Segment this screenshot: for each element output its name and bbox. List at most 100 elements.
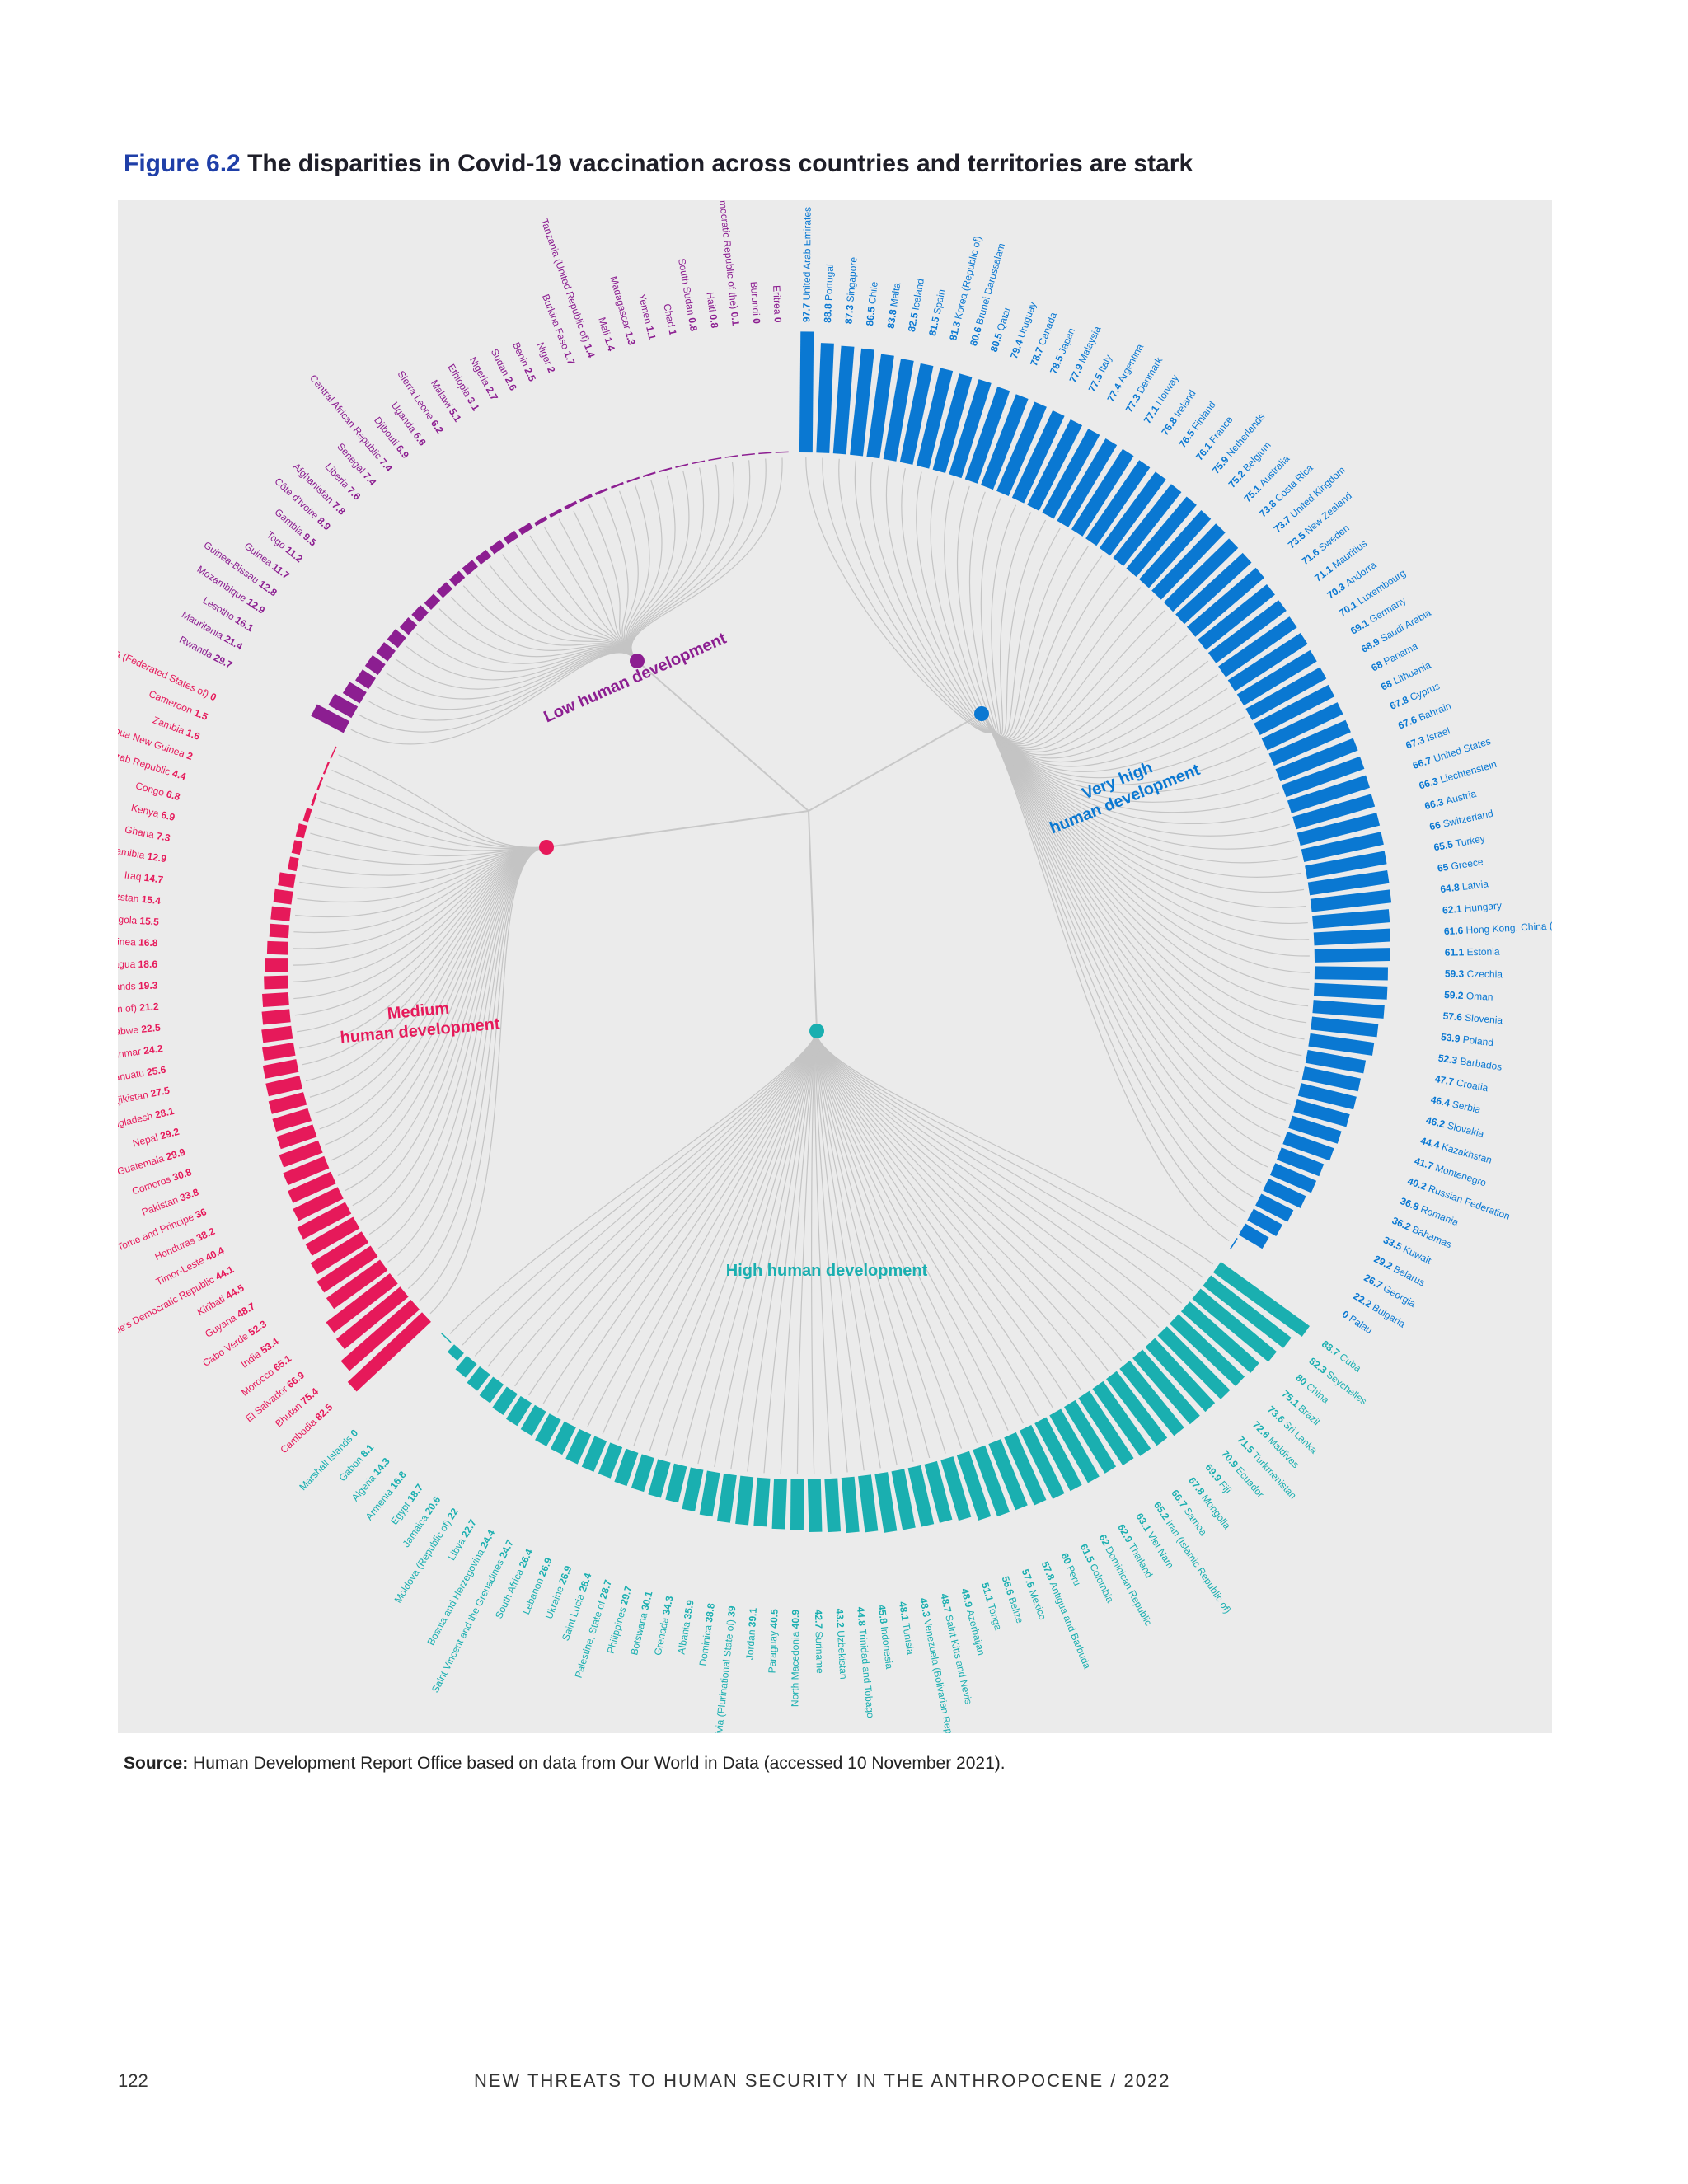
country-value: 41.7 (1413, 1155, 1437, 1173)
bar (699, 1470, 720, 1517)
bar (1151, 523, 1226, 600)
country-name: Ghana (124, 823, 157, 841)
link-line (816, 1030, 1214, 1265)
bar (1092, 1380, 1151, 1456)
link-line (406, 645, 638, 681)
bar (297, 1202, 352, 1240)
country-value: 27.5 (149, 1085, 171, 1099)
bar (293, 1187, 344, 1221)
link-line (838, 458, 991, 733)
link-line (816, 1030, 1109, 1372)
link-line (543, 527, 638, 662)
country-label: Jordan 39.1 (744, 1607, 760, 1661)
country-label: 46.4 Serbia (1430, 1094, 1482, 1116)
country-value: 33.8 (178, 1186, 200, 1203)
country-name: Indonesia (879, 1626, 895, 1671)
country-label: Equatorial Guinea 16.8 (118, 934, 158, 949)
country-name: Namibia (118, 844, 148, 862)
figure-title: Figure 6.2 The disparities in Covid-19 v… (124, 150, 1193, 178)
bar (387, 629, 406, 649)
link-line (628, 467, 705, 662)
bar (866, 354, 894, 459)
link-line (314, 846, 547, 1114)
country-value: 0.8 (686, 316, 700, 332)
bar (964, 387, 1010, 484)
bar (807, 1479, 823, 1533)
link-line (542, 1030, 818, 1404)
link-line (815, 1030, 848, 1473)
country-value: 24.4 (478, 1528, 498, 1550)
country-name: Georgia (1381, 1282, 1418, 1310)
country-label: Zambia 1.6 (151, 715, 201, 743)
bar (1314, 948, 1390, 963)
country-label: 48.1 Tunisia (897, 1601, 917, 1656)
link-line (981, 635, 1188, 751)
country-value: 22.7 (459, 1517, 479, 1540)
country-label: Côte d'Ivoire 8.9 (272, 476, 333, 533)
country-label: Burundi 0 (748, 281, 762, 325)
bar (1313, 928, 1390, 946)
country-label: Zimbabwe 22.5 (118, 1022, 162, 1040)
link-line (345, 846, 547, 1192)
link-line (981, 713, 1296, 1090)
country-name: Tanzania (United Republic of) (538, 218, 593, 347)
bar (1288, 1115, 1342, 1144)
link-line (462, 585, 638, 662)
bar (424, 593, 441, 611)
country-name: Brazil (1296, 1403, 1322, 1427)
country-name: Solomon Islands (118, 980, 138, 994)
bar (1169, 1314, 1245, 1386)
bar (1139, 509, 1212, 588)
bar (266, 940, 288, 955)
country-value: 18.6 (138, 958, 158, 970)
bar (956, 1451, 992, 1521)
country-value: 59.2 (1444, 989, 1466, 1001)
bar (816, 343, 834, 453)
country-name: Malawi (429, 378, 457, 413)
bar (675, 463, 689, 468)
country-name: Madagascar (607, 275, 634, 334)
country-value: 0 (751, 318, 762, 325)
link-line (476, 574, 638, 662)
bar (506, 1395, 532, 1427)
link-line (416, 632, 638, 673)
bar (771, 1479, 787, 1530)
country-name: Guinea (242, 540, 277, 570)
country-name: Jordan (744, 1627, 758, 1661)
link-line (981, 537, 1075, 738)
bar (1263, 1179, 1306, 1208)
link-line (450, 596, 638, 662)
link-line (816, 1030, 1082, 1391)
link-line (418, 846, 547, 1302)
link-line (815, 1030, 898, 1466)
bar (594, 487, 608, 495)
country-value: 1.4 (603, 336, 617, 353)
link-line (325, 785, 547, 849)
link-line (816, 1030, 1024, 1424)
country-label: 40.2 Russian Federation (1406, 1175, 1512, 1222)
country-name: Zambia (151, 715, 189, 738)
bar (283, 1155, 330, 1186)
country-label: 82.5 Iceland (906, 278, 926, 333)
country-name: Chad (661, 302, 678, 330)
country-label: Yemen 1.1 (636, 293, 659, 341)
country-name: Romania (1419, 1203, 1461, 1229)
country-name: Tunisia (900, 1623, 917, 1656)
country-name: Slovenia (1465, 1012, 1503, 1027)
country-name: Switzerland (1442, 808, 1494, 830)
country-label: Grenada 34.3 (652, 1595, 676, 1657)
country-value: 12.9 (147, 851, 168, 865)
link-line (981, 713, 1230, 1241)
country-name: Lebanon (520, 1573, 546, 1616)
bar (1301, 832, 1384, 863)
bar (1218, 616, 1297, 677)
country-label: Vanuatu 25.6 (118, 1064, 167, 1085)
country-name: Hungary (1464, 900, 1502, 915)
country-name: Saint Lucia (560, 1590, 588, 1643)
bar (265, 1076, 302, 1097)
link-line (502, 554, 638, 662)
bar (735, 1475, 754, 1526)
bar (1212, 1261, 1311, 1337)
bar (682, 1467, 704, 1512)
country-value: 29.7 (212, 652, 234, 671)
